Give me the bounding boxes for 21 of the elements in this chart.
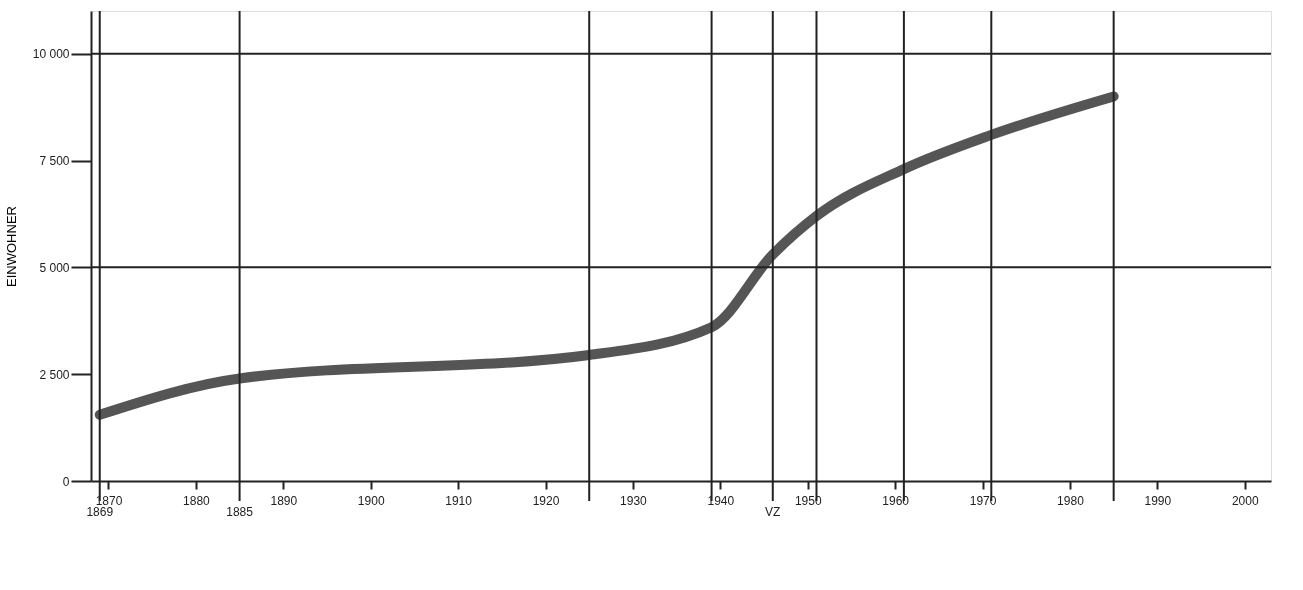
x-tick-label: 1970 xyxy=(969,493,997,508)
y-tick-label: 7 500 xyxy=(39,154,70,169)
x-tick-label: 1900 xyxy=(357,493,385,508)
x-tick-label: 1960 xyxy=(882,493,910,508)
y-tick-label: 10 000 xyxy=(32,47,70,62)
x-tick-label: 1990 xyxy=(1144,493,1172,508)
x-tick-label: 1950 xyxy=(794,493,822,508)
x-tick-label: 1910 xyxy=(445,493,473,508)
y-axis-title: EINWOHNER xyxy=(3,206,19,287)
y-tick-label: 5 000 xyxy=(39,260,70,275)
y-tick-label: 0 xyxy=(62,474,70,489)
x-tick-label: 1980 xyxy=(1057,493,1085,508)
y-tick-label: 2 500 xyxy=(39,367,70,382)
ref-line-label: 1885 xyxy=(226,505,254,519)
x-tick-label: 1880 xyxy=(183,493,211,508)
x-tick-label: 2000 xyxy=(1231,493,1259,508)
x-tick-label: 1920 xyxy=(532,493,560,508)
x-tick-label: 1930 xyxy=(620,493,648,508)
ref-line-label: 1869 xyxy=(86,505,114,519)
x-tick-label: 1890 xyxy=(270,493,298,508)
ref-line-label: VZ xyxy=(765,505,781,519)
